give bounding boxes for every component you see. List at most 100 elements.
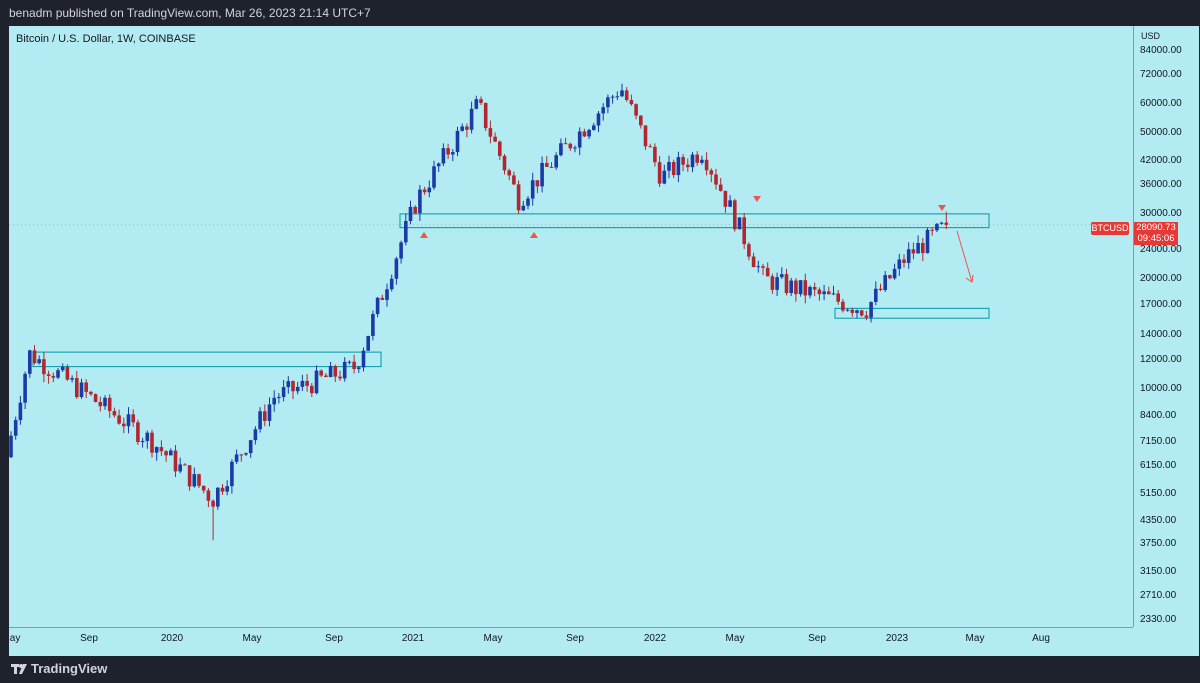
candle-body xyxy=(357,367,361,370)
price-tick: 50000.00 xyxy=(1140,127,1182,139)
candle-body xyxy=(399,242,403,259)
candle-body xyxy=(859,310,864,316)
candle-body xyxy=(145,432,150,441)
candle-body xyxy=(352,361,356,370)
candle-body xyxy=(728,200,732,207)
candle-body xyxy=(526,198,530,206)
candle-body xyxy=(521,205,526,211)
tradingview-logo-icon[interactable] xyxy=(10,660,28,678)
down-arrow-marker-icon xyxy=(938,205,946,211)
candle-body xyxy=(667,162,671,171)
candle-body xyxy=(812,286,817,290)
publisher-text: benadm published on TradingView.com, Mar… xyxy=(9,6,371,20)
candle-body xyxy=(314,370,319,394)
candle-body xyxy=(305,380,309,386)
candle-body xyxy=(831,293,836,295)
chart-pane[interactable]: Bitcoin / U.S. Dollar, 1W, COINBASE USD … xyxy=(9,26,1199,656)
candle-body xyxy=(140,440,145,443)
candle-body xyxy=(418,189,422,214)
price-chart[interactable] xyxy=(9,26,1199,656)
candle-body xyxy=(563,143,568,145)
candle-body xyxy=(150,432,154,453)
candle-body xyxy=(540,162,544,187)
price-tick: 8400.00 xyxy=(1140,410,1177,422)
candle-body xyxy=(28,350,32,374)
publisher-bar: benadm published on TradingView.com, Mar… xyxy=(0,0,1200,26)
candle-body xyxy=(648,146,652,148)
candle-body xyxy=(18,402,23,421)
time-tick: 2020 xyxy=(160,633,184,644)
down-arrow-marker-icon xyxy=(753,196,761,202)
candle-body xyxy=(13,420,18,436)
candle-body xyxy=(554,155,558,168)
candle-body xyxy=(704,159,709,171)
candle-body xyxy=(742,217,746,245)
price-tick: 4350.00 xyxy=(1140,514,1177,526)
candle-body xyxy=(248,440,253,454)
projection-arrowhead-icon xyxy=(965,274,974,283)
candle-body xyxy=(183,464,187,466)
price-tick: 17000.00 xyxy=(1140,298,1182,310)
candle-body xyxy=(371,314,375,336)
candle-body xyxy=(347,361,352,363)
time-tick: Sep xyxy=(80,633,98,644)
tradingview-brand[interactable]: TradingView xyxy=(31,661,108,676)
candle-body xyxy=(587,129,591,137)
candle-body xyxy=(300,380,305,387)
candle-body xyxy=(178,464,182,472)
time-tick: Sep xyxy=(808,633,826,644)
candle-body xyxy=(75,378,79,398)
candle-body xyxy=(258,411,262,430)
candle-body xyxy=(483,102,488,129)
candle-body xyxy=(9,435,13,458)
candle-body xyxy=(836,293,840,302)
candle-body xyxy=(122,423,126,427)
candle-body xyxy=(361,350,366,368)
candle-body xyxy=(751,256,756,268)
candle-body xyxy=(342,361,347,379)
candle-body xyxy=(286,381,291,388)
up-arrow-marker-icon xyxy=(420,232,428,238)
candle-body xyxy=(117,415,121,424)
candle-body xyxy=(709,170,714,175)
candle-body xyxy=(413,206,417,214)
candle-body xyxy=(23,373,27,403)
candle-body xyxy=(798,280,803,295)
zone-support-zone-2022 xyxy=(834,307,990,319)
price-tick: 30000.00 xyxy=(1140,208,1182,220)
candle-body xyxy=(173,450,178,472)
candle-body xyxy=(42,359,46,375)
candle-body xyxy=(780,274,784,278)
candle-body xyxy=(404,220,408,243)
time-tick: 2021 xyxy=(401,633,425,644)
candle-body xyxy=(601,107,605,114)
candle-body xyxy=(718,184,723,191)
candle-body xyxy=(643,125,648,147)
up-arrow-marker-icon xyxy=(530,232,538,238)
candle-body xyxy=(761,266,765,268)
time-tick: Aug xyxy=(1032,633,1050,644)
candle-body xyxy=(131,414,135,423)
candle-body xyxy=(888,275,892,279)
candle-body xyxy=(930,229,934,231)
price-tick: 42000.00 xyxy=(1140,155,1182,167)
candle-body xyxy=(747,244,751,257)
candle-body xyxy=(479,99,483,103)
candle-body xyxy=(502,155,507,171)
candle-body xyxy=(944,222,949,225)
candle-body xyxy=(394,258,399,279)
candle-body xyxy=(446,148,450,155)
candle-body xyxy=(319,370,323,376)
candle-body xyxy=(46,374,51,376)
time-tick: Sep xyxy=(325,633,343,644)
candle-body xyxy=(671,162,676,176)
price-tick: 7150.00 xyxy=(1140,436,1177,448)
time-axis-border xyxy=(9,627,1133,628)
time-tick: May xyxy=(9,633,21,644)
candle-body xyxy=(629,99,634,105)
candle-body xyxy=(803,280,808,296)
candle-body xyxy=(775,277,779,290)
candle-body xyxy=(253,429,258,441)
candle-body xyxy=(216,487,220,507)
candle-body xyxy=(874,288,878,302)
